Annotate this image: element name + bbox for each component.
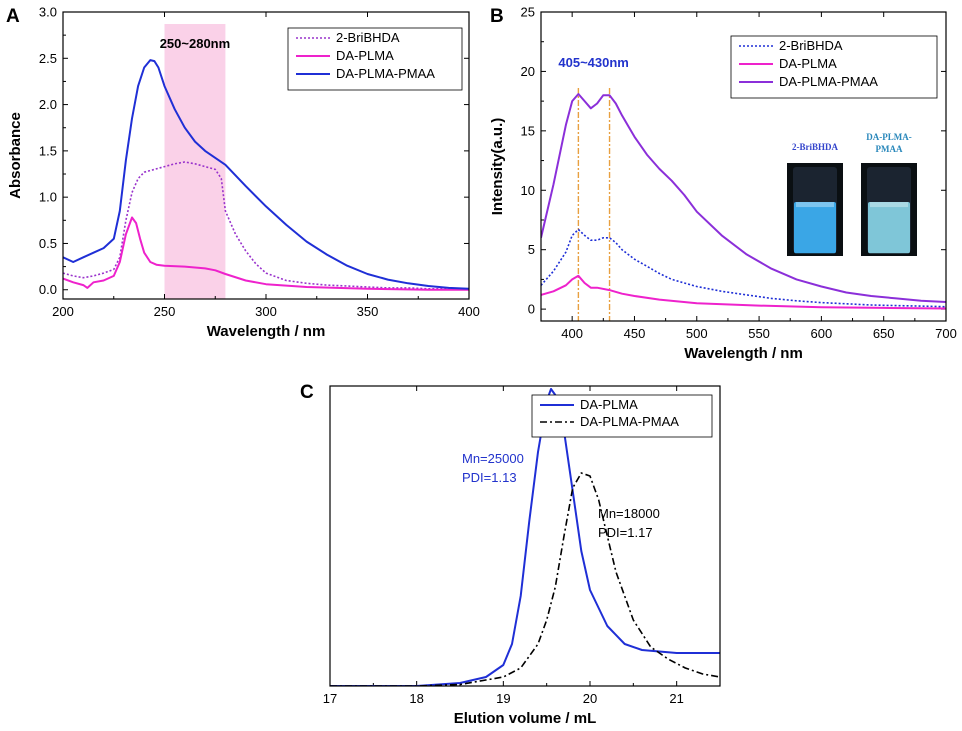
panel-a-chart: 200 250 300 350 400 0.0 0.5 1.0 1.5 2.0 2.5 3.0 Wave… bbox=[7, 5, 480, 341]
panel-c-anno-pdi-2: PDI=1.17 bbox=[598, 525, 653, 540]
panel-a-legend-label: 2-BriBHDA bbox=[336, 30, 400, 45]
panel-a-ytick-label: 3.0 bbox=[39, 5, 57, 20]
panel-a-xtick-label: 300 bbox=[255, 304, 277, 319]
panel-a-xtick-label: 350 bbox=[357, 304, 379, 319]
panel-b-legend-label: DA-PLMA-PMAA bbox=[779, 74, 878, 89]
panel-c-xtick-label: 18 bbox=[409, 691, 423, 706]
panel-a-x-axis-title: Wavelength / nm bbox=[207, 323, 326, 340]
panel-letter-a: A bbox=[6, 6, 20, 27]
panel-b-ytick-label: 25 bbox=[521, 5, 535, 20]
vial-photo-da-plma-pmaa bbox=[861, 163, 917, 256]
panel-a-legend-label: DA-PLMA bbox=[336, 48, 394, 63]
panel-b-xtick-label: 400 bbox=[561, 326, 583, 341]
panel-b-legend-box bbox=[730, 35, 938, 99]
panel-a-xtick-label: 250 bbox=[154, 304, 176, 319]
panel-a-ytick-label: 2.0 bbox=[39, 97, 57, 112]
panel-b-chart: 400 450 500 550 600 650 700 0 5 10 15 20 25 Wavelengt… bbox=[489, 5, 957, 363]
panel-a-ytick-label: 1.5 bbox=[39, 143, 57, 158]
panel-a-series-2-bribhda bbox=[63, 161, 469, 291]
panel-c-frame bbox=[329, 385, 721, 687]
panel-c-series-da-plma-pmaa bbox=[330, 472, 720, 686]
panel-b-xtick-label: 700 bbox=[935, 326, 957, 341]
vial-label-da-plma-pmaa-2: PMAA bbox=[876, 144, 903, 154]
panel-a-xtick-label: 200 bbox=[52, 304, 74, 319]
panel-a-y-axis-title: Absorbance bbox=[7, 112, 24, 199]
panel-c-xtick-label: 20 bbox=[583, 691, 597, 706]
panel-c-anno-mn-2: Mn=18000 bbox=[598, 506, 660, 521]
panel-b-series-2-bribhda bbox=[541, 228, 946, 308]
panel-letter-c: C bbox=[300, 382, 314, 403]
panel-c-legend-box bbox=[531, 394, 713, 438]
panel-b-ytick-label: 15 bbox=[521, 123, 535, 138]
panel-b-ytick-label: 10 bbox=[521, 183, 535, 198]
vial-photo-2-bribhda-liquid bbox=[794, 202, 836, 254]
panel-b-y-axis-title: Intensity(a.u.) bbox=[489, 118, 506, 216]
panel-b-peak-label: 405~430nm bbox=[558, 55, 628, 70]
panel-c-legend-label: DA-PLMA-PMAA bbox=[580, 414, 679, 429]
vial-photo-da-plma-pmaa-meniscus bbox=[870, 202, 908, 208]
panel-c-xtick-label: 21 bbox=[669, 691, 683, 706]
panel-a-series-da-plma bbox=[63, 216, 469, 291]
panel-a-ytick-label: 0.0 bbox=[39, 282, 57, 297]
panel-b-xtick-label: 500 bbox=[686, 326, 708, 341]
panel-a-ytick-label: 2.5 bbox=[39, 51, 57, 66]
panel-c-x-axis-title: Elution volume / mL bbox=[454, 710, 597, 727]
panel-b-xtick-label: 550 bbox=[748, 326, 770, 341]
panel-c-xtick-label: 19 bbox=[496, 691, 510, 706]
panel-a-series-da-plma-pmaa bbox=[63, 59, 469, 290]
vial-label-2-bribhda: 2-BriBHDA bbox=[792, 142, 838, 152]
panel-a-band-label: 250~280nm bbox=[160, 36, 230, 51]
panel-a-ytick-label: 0.5 bbox=[39, 236, 57, 251]
panel-c-xtick-label: 17 bbox=[323, 691, 337, 706]
panel-b-xtick-label: 600 bbox=[811, 326, 833, 341]
panel-b-ytick-label: 5 bbox=[528, 242, 535, 257]
panel-b-ytick-label: 0 bbox=[528, 302, 535, 317]
panel-letter-b: B bbox=[490, 6, 504, 27]
panel-b-x-axis-title: Wavelength / nm bbox=[684, 345, 803, 362]
panel-a-legend-label: DA-PLMA-PMAA bbox=[336, 66, 435, 81]
panel-c-anno-mn-1: Mn=25000 bbox=[462, 451, 524, 466]
panel-b-series-da-plma bbox=[541, 274, 946, 310]
vial-photo-2-bribhda bbox=[787, 163, 843, 256]
vial-label-da-plma-pmaa-1: DA-PLMA- bbox=[866, 132, 912, 142]
panel-b-frame bbox=[540, 11, 947, 322]
panel-b-xtick-label: 450 bbox=[624, 326, 646, 341]
panel-a-frame bbox=[62, 11, 470, 300]
panel-b-xtick-label: 650 bbox=[873, 326, 895, 341]
panel-a-xtick-label: 400 bbox=[458, 304, 480, 319]
panel-b-legend-label: DA-PLMA bbox=[779, 56, 837, 71]
panel-c-legend-label: DA-PLMA bbox=[580, 397, 638, 412]
panel-c-series-da-plma bbox=[330, 388, 720, 686]
panel-b-legend-label: 2-BriBHDA bbox=[779, 38, 843, 53]
panel-b-ytick-label: 20 bbox=[521, 64, 535, 79]
panel-a-ytick-label: 1.0 bbox=[39, 190, 57, 205]
panel-a-highlight-band bbox=[164, 24, 226, 299]
vial-photo-2-bribhda-meniscus bbox=[796, 202, 834, 208]
panel-c-anno-pdi-1: PDI=1.13 bbox=[462, 470, 517, 485]
vial-photo-da-plma-pmaa-liquid bbox=[868, 202, 910, 254]
panel-c-chart: 17 18 19 20 21 Elution volume / mL DA-PLMA DA-P… bbox=[323, 385, 721, 727]
panel-b-series-da-plma-pmaa bbox=[541, 93, 946, 303]
